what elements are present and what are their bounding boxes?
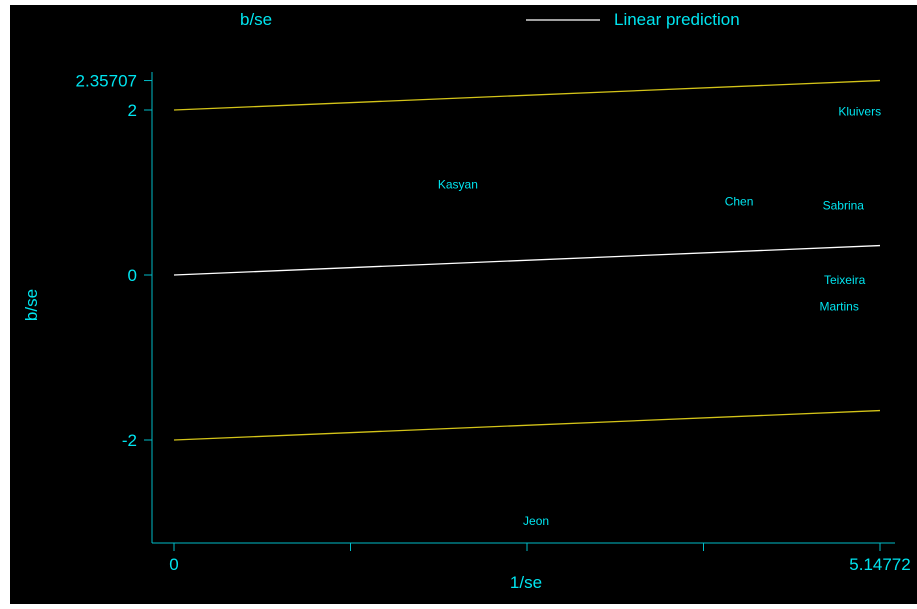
line-linear-prediction <box>173 244 881 276</box>
point-label-kluivers: Kluivers <box>838 105 881 119</box>
legend: b/se Linear prediction <box>240 10 740 29</box>
point-labels: Kluivers Kasyan Chen Sabrina Teixeira Martins… <box>438 105 881 528</box>
point-label-sabrina: Sabrina <box>823 199 865 213</box>
line-upper <box>173 79 881 111</box>
plot-background <box>10 5 917 604</box>
point-label-jeon: Jeon <box>523 514 549 528</box>
legend-label-linear-prediction: Linear prediction <box>614 10 740 29</box>
point-label-teixeira: Teixeira <box>824 273 866 287</box>
x-axis-title: 1/se <box>510 573 542 592</box>
x-tick-label: 5.14772 <box>849 555 910 574</box>
y-ticks: 2.35707 2 0 -2 <box>76 72 152 450</box>
y-axis-title: b/se <box>22 289 41 321</box>
legend-label-bse: b/se <box>240 10 272 29</box>
line-lower <box>173 409 881 441</box>
point-label-martins: Martins <box>819 299 858 313</box>
series-lines <box>173 79 881 441</box>
y-tick-label: 2.35707 <box>76 72 137 91</box>
x-tick-label: 0 <box>169 555 178 574</box>
point-label-kasyan: Kasyan <box>438 177 478 191</box>
x-ticks: 0 5.14772 <box>169 543 911 574</box>
y-tick-label: 0 <box>128 266 137 285</box>
y-tick-label: 2 <box>128 101 137 120</box>
point-label-chen: Chen <box>725 195 754 209</box>
y-tick-label: -2 <box>122 431 137 450</box>
